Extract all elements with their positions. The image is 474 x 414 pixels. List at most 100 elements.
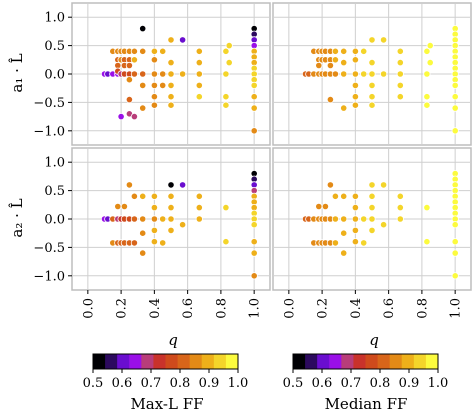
data-point [396, 215, 404, 223]
x-tick-label: 0.2 [316, 298, 331, 319]
x-tick-label: 0.6 [181, 298, 196, 319]
data-point [125, 96, 133, 104]
x-tick-label: 1.0 [449, 298, 464, 319]
data-point [351, 204, 359, 212]
x-tick-label: 0.4 [148, 298, 163, 319]
data-point [179, 70, 187, 78]
data-point [125, 76, 133, 84]
data-point [423, 238, 431, 246]
data-point [396, 204, 404, 212]
colorbar-frame [92, 353, 239, 370]
colorbar-segment [401, 354, 415, 369]
data-point [368, 226, 376, 234]
data-point [139, 215, 147, 223]
data-point [250, 104, 258, 112]
data-point [167, 215, 175, 223]
data-point [195, 47, 203, 55]
data-point [340, 47, 348, 55]
data-point [423, 47, 431, 55]
data-point [368, 93, 376, 101]
colorbar-segment [341, 354, 354, 369]
data-point [351, 192, 359, 200]
colorbar-tick-label: 0.7 [141, 376, 162, 391]
y-axis-label-bottom: a₂ · L̂ [8, 198, 26, 237]
data-point [250, 127, 258, 135]
data-point [195, 204, 203, 212]
colorbar-tick-label: 1.0 [428, 376, 449, 391]
colorbar-segment [177, 354, 191, 369]
data-point [331, 70, 339, 78]
data-point [315, 202, 323, 211]
data-point [150, 47, 158, 55]
data-point [426, 58, 434, 67]
data-point [351, 81, 359, 90]
colorbar-segment [201, 354, 215, 369]
data-point [451, 93, 459, 101]
data-point [159, 239, 167, 247]
data-point [195, 81, 203, 90]
data-point [340, 104, 348, 112]
axes: 1.0 0.5 0.0 −0.5 −1.0 1.0 0.5 0.0 −0.5 −1.0 0.0 0.2… [33, 11, 463, 319]
data-point [150, 81, 158, 90]
data-point [195, 93, 203, 101]
data-point [379, 181, 388, 189]
data-point [179, 221, 187, 229]
data-point [150, 93, 158, 101]
data-point [340, 215, 348, 223]
data-point [150, 226, 158, 234]
data-point [379, 70, 388, 78]
x-tick-label: 1.0 [248, 298, 263, 319]
data-point [368, 58, 376, 67]
data-point [139, 104, 147, 112]
data-point [340, 249, 348, 257]
data-points [100, 24, 459, 280]
data-point [225, 58, 233, 67]
data-point [117, 113, 125, 121]
colorbar-segment [293, 354, 306, 369]
data-point [368, 101, 376, 109]
colorbar-tick-label: 0.6 [112, 376, 133, 391]
data-point [331, 47, 339, 55]
x-tick-label: 0.2 [115, 298, 130, 319]
data-point [451, 81, 459, 90]
data-point [195, 215, 203, 223]
y-tick-label: 0.0 [44, 68, 65, 83]
data-point [368, 181, 376, 189]
data-point [396, 192, 404, 200]
data-point [150, 192, 158, 200]
colorbar-segment [129, 354, 142, 369]
colorbars: 0.5 0.6 0.7 0.8 0.9 1.0 0.5 0.6 0.7 0.8 0.9 1.0 [83, 353, 449, 391]
data-point [331, 192, 339, 200]
colorbar-tick-label: 0.8 [370, 376, 391, 391]
data-point [150, 101, 158, 109]
colorbar-tick-label: 1.0 [228, 376, 249, 391]
colorbar-tick-label: 0.5 [83, 376, 104, 391]
data-point [451, 238, 459, 246]
y-tick-label: 0.5 [44, 184, 65, 199]
data-point [130, 239, 138, 247]
colorbar-segment [353, 354, 366, 369]
data-point [396, 81, 404, 90]
y-tick-label: −0.5 [33, 241, 65, 256]
colorbar-segment [189, 354, 203, 369]
x-tick-label: 0.8 [214, 298, 229, 319]
colorbar-tick-label: 0.8 [170, 376, 191, 391]
data-point [250, 81, 258, 90]
data-point [379, 36, 388, 44]
colorbar-segment [93, 354, 106, 369]
data-point [321, 202, 329, 211]
x-tick-label: 0.8 [415, 298, 430, 319]
colorbar-label-right: Median FF [325, 395, 408, 413]
data-point [130, 113, 138, 121]
data-point [396, 93, 404, 101]
data-point [139, 249, 147, 257]
colorbar-segment [105, 354, 118, 369]
colorbar-segment [365, 354, 379, 369]
data-point [130, 192, 138, 200]
data-point [360, 239, 368, 247]
x-tick-label: 0.0 [81, 298, 96, 319]
colorbar-segment [329, 354, 342, 369]
colorbar-segment [305, 354, 318, 369]
data-point [139, 192, 147, 200]
